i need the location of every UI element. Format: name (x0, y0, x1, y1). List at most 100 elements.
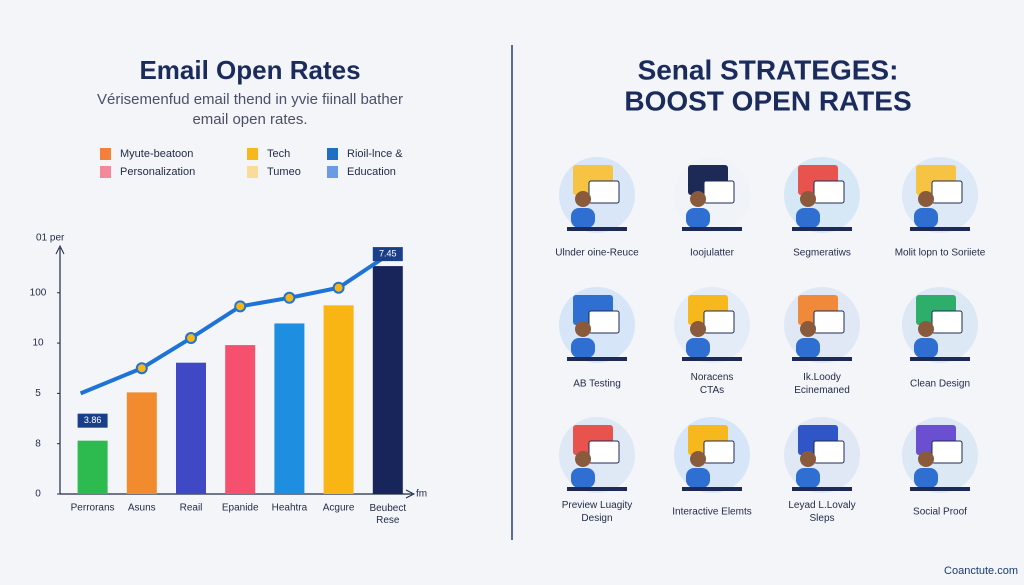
x-tick-label: Epanide (222, 503, 259, 514)
icon-head (690, 191, 706, 207)
icon-body (571, 208, 595, 228)
legend-swatch (247, 166, 258, 178)
y-axis-arrow (55, 244, 65, 255)
x-tick-label: Perrorans (71, 503, 115, 514)
bar (274, 323, 305, 494)
icon-base (910, 227, 970, 231)
legend-label: Tech (267, 148, 290, 160)
strategy-icon (784, 417, 860, 493)
bar (176, 362, 206, 494)
icon-screen (703, 310, 735, 334)
icon-screen (588, 310, 620, 334)
x-tick-label: Asuns (128, 503, 156, 514)
legend-label: Education (347, 166, 396, 178)
chart-title: Email Open Rates (139, 55, 360, 85)
strategy-icon (559, 157, 635, 233)
footer: Coanctute.com (944, 565, 1018, 577)
icon-head (918, 321, 934, 337)
icon-body (796, 208, 820, 228)
icon-screen (813, 440, 845, 464)
strategy-label: Interactive Elemts (672, 507, 751, 518)
annotation: 7.45 (379, 248, 397, 258)
bar (225, 345, 256, 494)
trend-point (332, 281, 345, 294)
icon-screen (588, 180, 620, 204)
icon-body (686, 208, 710, 228)
icon-screen (931, 440, 963, 464)
x-tick-label: Acgure (323, 503, 355, 514)
icon-head (800, 321, 816, 337)
strategies-title: Senal STRATEGES: (638, 54, 899, 85)
y-tick-label: 0 (35, 489, 41, 500)
legend-label: Personalization (120, 166, 195, 178)
trend-point (283, 291, 296, 304)
trend-point (234, 300, 247, 313)
strategy-label: Molit lopn to Soriiete (895, 248, 986, 259)
bar (126, 392, 157, 494)
legend-swatch (100, 148, 111, 160)
strategy-label: Leyad L.Lovaly (788, 500, 855, 511)
legend-swatch (327, 166, 338, 178)
icon-base (567, 227, 627, 231)
subtitle: Vérisemenfud email thend in yvie fiinall… (97, 91, 403, 108)
y-tick-label: 8 (35, 438, 41, 449)
legend-swatch (100, 166, 111, 178)
icon-body (571, 338, 595, 358)
x-axis-arrow (405, 489, 416, 499)
icon-base (910, 357, 970, 361)
icon-base (682, 227, 742, 231)
legend-swatch (247, 148, 258, 160)
strategy-label: CTAs (700, 385, 724, 396)
x-tick-label: Heahtra (272, 503, 308, 514)
y-tick-label: 5 (35, 388, 41, 399)
icon-screen (813, 180, 845, 204)
icon-base (792, 487, 852, 491)
legend-swatch (327, 148, 338, 160)
strategies-title: BOOST OPEN RATES (624, 85, 911, 116)
icon-head (690, 451, 706, 467)
icon-body (914, 208, 938, 228)
x-tick-label: Beubect Rese (369, 503, 406, 526)
strategy-icon (784, 287, 860, 363)
strategy-icon (559, 287, 635, 363)
bar (372, 266, 403, 494)
y-tick-label: 10 (32, 338, 44, 349)
icon-head (575, 321, 591, 337)
icon-body (914, 338, 938, 358)
icon-body (796, 338, 820, 358)
strategy-icon (902, 157, 978, 233)
icon-head (575, 451, 591, 467)
annotation: 3.86 (84, 415, 102, 425)
strategy-label: Ecinemaned (794, 385, 850, 396)
icon-base (567, 357, 627, 361)
annotation-box (372, 247, 403, 262)
strategy-icon (902, 287, 978, 363)
subtitle: email open rates. (192, 111, 307, 128)
icon-screen (931, 310, 963, 334)
icon-body (796, 468, 820, 488)
strategy-icon (902, 417, 978, 493)
legend-label: Tumeo (267, 166, 301, 178)
icon-body (686, 338, 710, 358)
bar (323, 305, 354, 494)
icon-base (682, 357, 742, 361)
y-axis-label: 01 per (36, 233, 65, 244)
strategy-icon (784, 157, 860, 233)
strategy-icon (674, 417, 750, 493)
icon-head (690, 321, 706, 337)
strategy-label: AB Testing (573, 379, 621, 390)
strategy-label: Ulnder oine-Reuce (555, 248, 639, 259)
legend-label: Myute-beatoon (120, 148, 193, 160)
y-tick-label: 100 (30, 287, 47, 298)
icon-head (918, 451, 934, 467)
icon-screen (813, 310, 845, 334)
x-axis-label: fm (416, 489, 427, 500)
icon-screen (703, 180, 735, 204)
strategy-label: Segmeratiws (793, 248, 851, 259)
strategy-icon (559, 417, 635, 493)
icon-head (800, 191, 816, 207)
annotation-box (77, 413, 108, 428)
icon-body (914, 468, 938, 488)
strategy-label: Sleps (809, 513, 834, 524)
